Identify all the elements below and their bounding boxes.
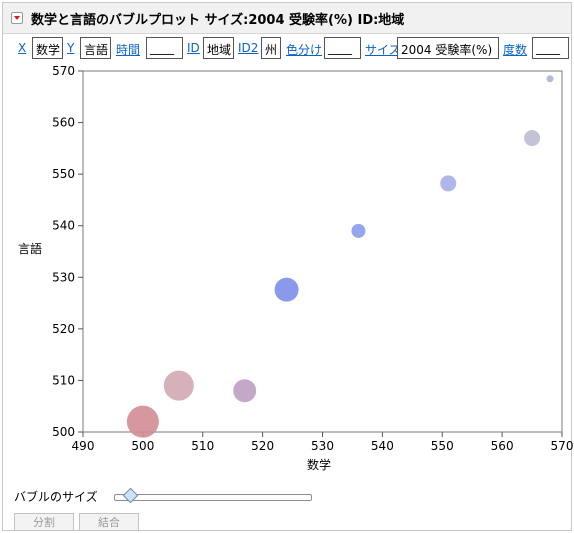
y-role-link[interactable]: Y bbox=[67, 41, 75, 55]
x-tick-label: 560 bbox=[491, 439, 514, 453]
y-tick-label: 530 bbox=[52, 270, 75, 284]
id-role-link[interactable]: ID bbox=[187, 41, 200, 55]
title-bar: 数学と言語のバブルプロット サイズ:2004 受験率(%) ID:地域 bbox=[3, 3, 571, 34]
x-tick-label: 490 bbox=[72, 439, 95, 453]
color-role-link[interactable]: 色分け bbox=[286, 43, 323, 57]
y-tick-label: 510 bbox=[52, 373, 75, 387]
combine-button[interactable]: 結合 bbox=[79, 513, 139, 531]
bubble-layer bbox=[126, 75, 554, 438]
color-role-box[interactable]: ____ bbox=[324, 37, 361, 59]
red-triangle-menu-icon[interactable] bbox=[11, 12, 23, 24]
y-tick-label: 540 bbox=[52, 219, 75, 233]
x-role-box[interactable]: 数学 bbox=[32, 37, 63, 59]
time-role-link[interactable]: 時間 bbox=[116, 43, 141, 57]
x-tick-label: 500 bbox=[131, 439, 154, 453]
bubble-point[interactable] bbox=[440, 175, 457, 192]
split-button[interactable]: 分割 bbox=[14, 513, 74, 531]
x-role-link[interactable]: X bbox=[18, 41, 27, 55]
bubble-point[interactable] bbox=[163, 370, 194, 401]
x-axis: 490 500 510 520 530 540 550 560 570 bbox=[72, 432, 574, 453]
bubble-point[interactable] bbox=[351, 223, 366, 238]
y-tick-label: 560 bbox=[52, 116, 75, 130]
plot-frame bbox=[82, 70, 563, 433]
size-role-box[interactable]: 2004 受験率(%) bbox=[397, 37, 499, 59]
x-tick-label: 540 bbox=[371, 439, 394, 453]
bubble-size-label: バブルのサイズ bbox=[14, 490, 98, 504]
x-tick-label: 520 bbox=[251, 439, 274, 453]
time-role-box[interactable]: ____ bbox=[146, 37, 183, 59]
bubble-point[interactable] bbox=[233, 379, 257, 403]
bubble-point[interactable] bbox=[126, 405, 159, 438]
y-tick-label: 500 bbox=[52, 425, 75, 439]
id2-role-box[interactable]: 州 bbox=[261, 37, 281, 59]
bubble-size-slider-track[interactable] bbox=[114, 494, 312, 501]
y-tick-label: 520 bbox=[52, 322, 75, 336]
role-bar: X 数学 Y 言語 時間 ____ ID 地域 ID2 州 色分け ____ サ… bbox=[0, 36, 569, 62]
y-role-box[interactable]: 言語 bbox=[80, 37, 111, 59]
x-tick-label: 550 bbox=[431, 439, 454, 453]
bubble-point[interactable] bbox=[274, 277, 299, 302]
report-title: 数学と言語のバブルプロット サイズ:2004 受験率(%) ID:地域 bbox=[31, 13, 405, 28]
x-tick-label: 530 bbox=[311, 439, 334, 453]
y-tick-label: 570 bbox=[52, 64, 75, 78]
x-tick-label: 570 bbox=[551, 439, 574, 453]
x-tick-label: 510 bbox=[191, 439, 214, 453]
y-axis: 500 510 520 530 540 550 560 570 bbox=[52, 64, 83, 439]
size-role-link[interactable]: サイズ bbox=[365, 43, 401, 57]
freq-role-link[interactable]: 度数 bbox=[503, 43, 528, 57]
y-tick-label: 550 bbox=[52, 167, 75, 181]
freq-role-box[interactable]: ____ bbox=[532, 37, 569, 59]
bubble-point[interactable] bbox=[546, 75, 554, 83]
y-axis-title: 言語 bbox=[18, 241, 42, 256]
bubble-point[interactable] bbox=[524, 130, 541, 147]
id2-role-link[interactable]: ID2 bbox=[238, 41, 259, 55]
x-axis-title: 数学 bbox=[307, 457, 331, 472]
id-role-box[interactable]: 地域 bbox=[203, 37, 234, 59]
